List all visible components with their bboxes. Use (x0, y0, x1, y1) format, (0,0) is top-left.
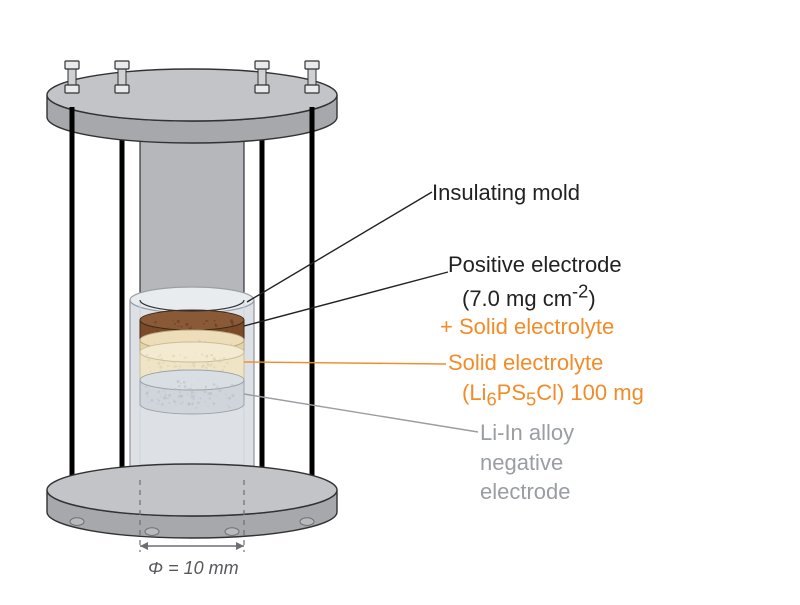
cell-svg (0, 0, 800, 600)
label-positive-line2: (7.0 mg cm-2) (462, 286, 596, 311)
label-insulating-mold: Insulating mold (432, 178, 580, 208)
label-negative-electrode: Li-In alloy negative electrode (480, 418, 574, 507)
label-electrolyte-line1: Solid electrolyte (448, 350, 603, 375)
diagram-stage: Insulating mold Positive electrode (7.0 … (0, 0, 800, 600)
label-diameter: Φ = 10 mm (148, 558, 239, 579)
layer-negative (140, 370, 244, 414)
label-plus-solid-electrolyte: + Solid electrolyte (440, 312, 614, 342)
layer-stack (140, 310, 244, 414)
label-solid-electrolyte: Solid electrolyte (Li6PS5Cl) 100 mg (448, 348, 644, 412)
label-positive-electrode: Positive electrode (7.0 mg cm-2) (448, 250, 622, 314)
label-electrolyte-line2: (Li6PS5Cl) 100 mg (462, 380, 644, 405)
label-positive-line1: Positive electrode (448, 252, 622, 277)
